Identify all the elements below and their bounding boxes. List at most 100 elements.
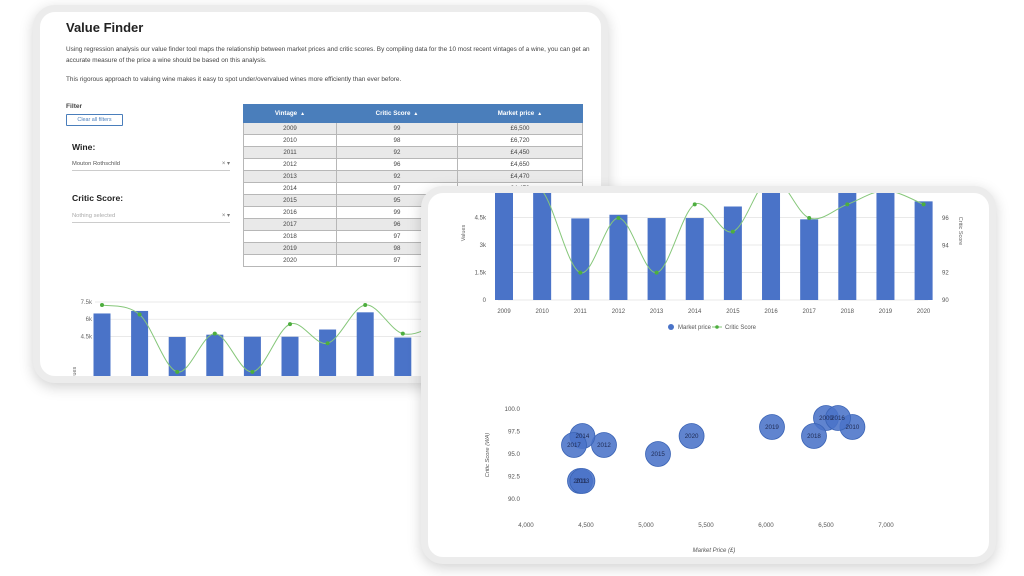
- wine-select[interactable]: Mouton Rothschild × ▾: [72, 160, 230, 171]
- page-title: Value Finder: [66, 20, 144, 35]
- x-tick-label: 4,500: [578, 522, 594, 529]
- x-tick-label: 2011: [574, 309, 588, 315]
- column-header-critic-score[interactable]: Critic Score ▲: [336, 104, 458, 123]
- y2-tick-label: 92: [942, 271, 949, 277]
- x-tick-label: 6,500: [818, 522, 834, 529]
- x-tick-label: 7,000: [878, 522, 894, 529]
- table-row: 2013 92 £4,470: [243, 170, 583, 183]
- bubble-label-2010: 2010: [846, 424, 860, 431]
- charts-panel: 0 1.5k 3k 4.5k 90 92 94 96 Values Critic Score 200…: [421, 186, 996, 564]
- score-point-2020: [921, 202, 926, 207]
- score-point-2015: [325, 341, 330, 346]
- table-cell: 2012: [243, 158, 337, 171]
- bubble-2019: [759, 414, 785, 440]
- bubble-label-2011: 2011: [573, 478, 587, 485]
- x-tick-label: 2018: [841, 309, 855, 315]
- description-text-2: This rigorous approach to valuing wine m…: [66, 76, 402, 83]
- bubble-label-2017: 2017: [567, 442, 581, 449]
- table-cell: 2014: [243, 182, 337, 195]
- bubble-label-2015: 2015: [651, 451, 665, 458]
- y-tick-label: 0: [483, 298, 487, 304]
- table-cell: 2013: [243, 170, 337, 183]
- table-cell: 2009: [243, 122, 337, 135]
- critic-score-select[interactable]: Nothing selected × ▾: [72, 212, 230, 223]
- y-axis-label: Values: [72, 367, 78, 383]
- sort-icon: ▲: [413, 111, 419, 117]
- table-cell: 2016: [243, 206, 337, 219]
- x-tick-label: 2014: [688, 309, 702, 315]
- bubble-2013: [569, 468, 596, 494]
- front-charts: 0 1.5k 3k 4.5k 90 92 94 96 Values Critic Score 200…: [461, 193, 963, 554]
- bubble-2015: [645, 441, 671, 467]
- score-point-2012: [616, 216, 621, 220]
- x-tick-label: 2012: [612, 309, 626, 315]
- legend-label-critic-score: Critic Score: [725, 325, 757, 331]
- x-tick-label: 2015: [726, 309, 740, 315]
- y-tick-label: 6k: [86, 317, 93, 323]
- sort-icon: ▲: [300, 111, 306, 117]
- legend-marker-critic-score: [715, 325, 719, 329]
- bar-2020: [914, 201, 933, 300]
- score-point-2010: [137, 312, 142, 317]
- bar-2013: [647, 218, 666, 300]
- select-controls-icon[interactable]: × ▾: [221, 213, 230, 219]
- bar-2014: [281, 336, 299, 376]
- bubble-label-2016: 2016: [831, 415, 845, 422]
- column-header-vintage[interactable]: Vintage ▲: [243, 104, 337, 123]
- y-axis-label: Critic Score (WA): [485, 433, 491, 478]
- clear-all-filters-button[interactable]: Clear all filters: [66, 114, 123, 126]
- table-row: 2009 99 £6,500: [243, 122, 583, 135]
- bubble-2016: [825, 405, 851, 431]
- bubble-label-2009: 2009: [819, 415, 833, 422]
- score-point-2014: [288, 322, 292, 327]
- bar-2015: [319, 329, 337, 376]
- score-line: [543, 193, 924, 274]
- y-tick-label: 92.5: [508, 474, 521, 481]
- column-header-market-price[interactable]: Market price ▲: [457, 104, 583, 123]
- bar-2016: [356, 312, 374, 376]
- bar-2019: [876, 193, 895, 300]
- y2-tick-label: 90: [942, 298, 949, 304]
- wine-label: Wine:: [72, 142, 96, 152]
- x-tick-label: 2009: [497, 309, 511, 315]
- bubble-label-2012: 2012: [597, 442, 611, 449]
- y-tick-label: 4.5k: [81, 334, 93, 340]
- x-tick-label: 4,000: [518, 522, 534, 529]
- score-point-2011: [175, 369, 180, 374]
- x-tick-label: 5,000: [638, 522, 654, 529]
- select-controls-icon[interactable]: × ▾: [221, 161, 230, 167]
- score-point-2014: [692, 202, 697, 207]
- bar-2011: [571, 218, 590, 300]
- wine-select-value: Mouton Rothschild: [72, 161, 121, 167]
- y2-tick-label: 94: [942, 243, 949, 249]
- table-row: 2011 92 £4,450: [243, 146, 583, 159]
- table-cell: 2018: [243, 230, 337, 243]
- x-tick-label: 2010: [535, 309, 549, 315]
- bubble-label-2020: 2020: [685, 433, 699, 440]
- bar-2014: [685, 218, 704, 300]
- x-axis-label: Market Price (£): [693, 548, 736, 554]
- bubble-2017: [561, 432, 587, 458]
- table-cell: 2020: [243, 254, 337, 267]
- table-cell: £6,500: [457, 122, 583, 135]
- table-cell: £4,470: [457, 170, 583, 183]
- table-cell: 2017: [243, 218, 337, 231]
- y-tick-label: 95.0: [508, 451, 521, 458]
- y-tick-label: 90.0: [508, 496, 521, 503]
- y-tick-label: 4.5k: [475, 216, 487, 222]
- bar-2010: [131, 310, 149, 376]
- table-cell: £4,650: [457, 158, 583, 171]
- legend-marker-market-price: [668, 324, 674, 330]
- critic-score-label: Critic Score:: [72, 193, 124, 203]
- table-cell: 2011: [243, 146, 337, 159]
- critic-score-placeholder: Nothing selected: [72, 213, 116, 219]
- bubble-label-2018: 2018: [807, 433, 821, 440]
- table-cell: £4,450: [457, 146, 583, 159]
- y-axis-label: Values: [461, 225, 467, 242]
- score-point-2016: [363, 303, 368, 307]
- bar-2009: [93, 313, 111, 376]
- x-tick-label: 2020: [917, 309, 931, 315]
- table-cell: 92: [336, 146, 458, 159]
- score-point-2012: [212, 331, 217, 336]
- y2-axis-label: Critic Score: [957, 217, 963, 245]
